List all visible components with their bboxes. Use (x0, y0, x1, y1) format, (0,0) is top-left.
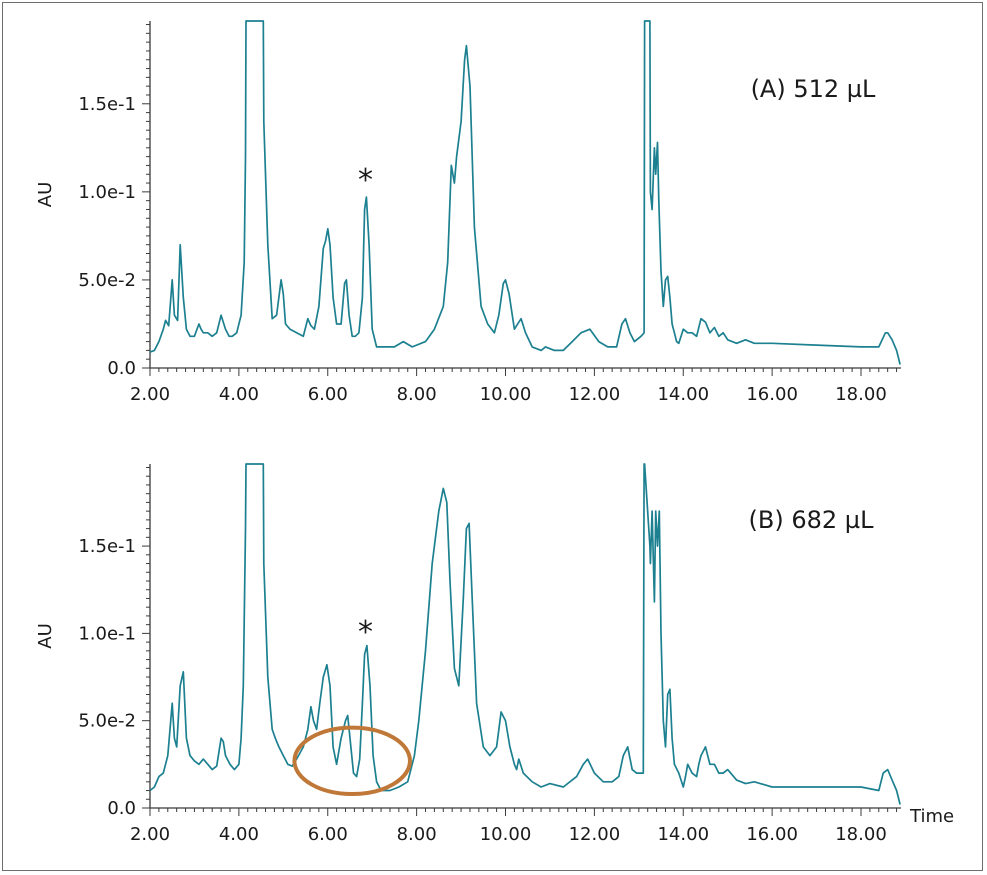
panel-a-x-tick-label: 4.00 (219, 384, 259, 405)
panel-a-y-tick-label: 0.0 (107, 358, 136, 379)
panel-a-y-axis-title: AU (35, 182, 56, 208)
panel-b-x-tick-label: 14.00 (657, 824, 709, 845)
panel-a-label: (A) 512 µL (751, 75, 876, 103)
panel-b: 0.0 5.0e-2 1.0e-1 1.5e-1 2.00 4.00 6.00 8.00 10.… (35, 463, 954, 845)
panel-a-trace (149, 20, 901, 365)
panel-b-x-tick-label: 2.00 (130, 824, 170, 845)
panel-b-y-tick-label: 1.5e-1 (78, 536, 136, 557)
panel-a-x-tick-label: 18.00 (835, 384, 887, 405)
panel-b-x-tick-label: 10.00 (480, 824, 532, 845)
panel-a-y-tick-label: 1.5e-1 (78, 94, 136, 115)
panel-a-x-tick-label: 16.00 (746, 384, 798, 405)
panel-b-x-axis-title: Time (909, 806, 954, 827)
panel-b-x-tick-label: 16.00 (746, 824, 798, 845)
panel-b-y-tick-label: 5.0e-2 (78, 711, 136, 732)
panel-b-x-tick-label: 18.00 (835, 824, 887, 845)
panel-b-trace (149, 463, 901, 805)
panel-a-x-tick-label: 12.00 (569, 384, 621, 405)
panel-b-y-axis-title: AU (35, 623, 56, 649)
panel-a-y-tick-label: 5.0e-2 (78, 270, 136, 291)
panel-b-x-tick-label: 8.00 (397, 824, 437, 845)
panel-b-x-tick-label: 6.00 (308, 824, 348, 845)
panel-b-x-tick-label: 12.00 (569, 824, 621, 845)
panel-a-x-tick-label: 14.00 (657, 384, 709, 405)
panel-a-y-tick-label: 1.0e-1 (78, 182, 136, 203)
panel-a-peak-asterisk: * (358, 163, 373, 198)
chart-canvas: 0.0 5.0e-2 1.0e-1 1.5e-1 2.00 4.00 6.00 8.00 10.… (35, 20, 954, 845)
panel-a-x-tick-label: 10.00 (480, 384, 532, 405)
panel-b-peak-asterisk: * (358, 615, 373, 650)
panel-a-x-tick-label: 8.00 (397, 384, 437, 405)
panel-b-y-tick-label: 1.0e-1 (78, 623, 136, 644)
panel-b-y-tick-label: 0.0 (107, 798, 136, 819)
panel-b-label: (B) 682 µL (749, 506, 875, 534)
panel-b-x-tick-label: 4.00 (219, 824, 259, 845)
panel-a-x-tick-label: 6.00 (308, 384, 348, 405)
panel-a: 0.0 5.0e-2 1.0e-1 1.5e-1 2.00 4.00 6.00 8.00 10.… (35, 20, 901, 405)
panel-b-highlight-ellipse (292, 725, 412, 797)
panel-a-x-tick-label: 2.00 (130, 384, 170, 405)
